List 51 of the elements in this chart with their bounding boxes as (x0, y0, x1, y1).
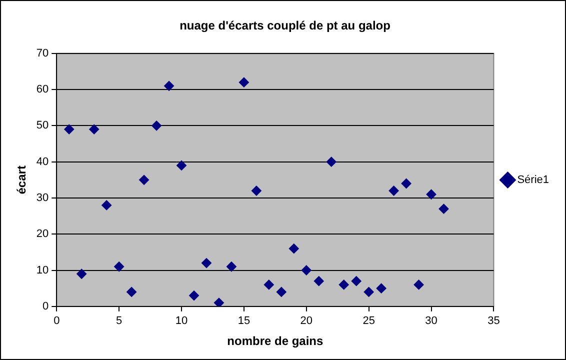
point (152, 120, 162, 131)
point (288, 244, 299, 254)
point (438, 204, 449, 214)
x-tick-label: 35 (488, 315, 500, 328)
y-tick-label: 0 (42, 300, 49, 312)
point (301, 265, 312, 276)
x-tick-label: 20 (300, 315, 313, 328)
point (89, 124, 100, 134)
point (276, 286, 286, 297)
point (326, 156, 336, 167)
point (388, 186, 399, 196)
point (251, 186, 262, 196)
point (139, 174, 150, 185)
point (226, 262, 236, 272)
legend-label: Série1 (517, 174, 549, 186)
point (76, 268, 87, 279)
point (414, 280, 424, 290)
y-tick-label: 30 (36, 192, 49, 204)
point (364, 286, 374, 297)
point (114, 262, 124, 272)
y-tick-label: 50 (36, 120, 49, 132)
point (264, 280, 274, 290)
x-tick-label: 30 (425, 315, 438, 328)
y-axis-title: écart (14, 166, 29, 194)
y-tick-label: 10 (36, 264, 49, 276)
point (376, 283, 386, 294)
x-tick-label: 15 (238, 315, 250, 328)
x-tick-label: 10 (175, 315, 188, 328)
y-tick-label: 60 (36, 84, 49, 96)
y-tick-label: 20 (36, 228, 49, 240)
point (238, 77, 249, 88)
point (401, 178, 412, 189)
point (351, 276, 362, 286)
point (189, 290, 199, 301)
point (126, 286, 137, 297)
x-axis-title: nombre de gains (227, 334, 324, 348)
chart-title: nuage d'écarts couplé de pt au galop (180, 18, 390, 33)
y-tick-label: 40 (36, 156, 49, 168)
point (102, 200, 112, 210)
point (201, 258, 212, 268)
point (314, 276, 324, 286)
x-tick-label: 0 (54, 315, 60, 328)
point (176, 160, 187, 170)
point (214, 298, 224, 306)
point (64, 124, 74, 134)
x-tick-label: 5 (116, 315, 122, 328)
x-tick-label: 25 (362, 315, 375, 328)
point (338, 280, 349, 290)
y-tick-label: 70 (36, 47, 49, 60)
point (164, 80, 174, 91)
point (426, 189, 436, 200)
